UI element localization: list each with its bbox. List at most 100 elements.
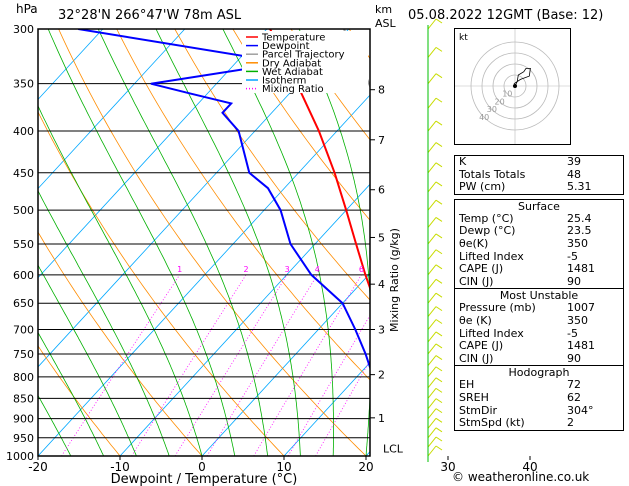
surface-index-value: -5 xyxy=(567,249,578,263)
km-tick-label: 4 xyxy=(378,278,385,291)
mixing-ratio-line xyxy=(61,274,180,456)
wind-barb-flag xyxy=(435,306,443,312)
wind-barb-flag xyxy=(435,46,443,52)
surface-index-value: 90 xyxy=(567,274,581,288)
pressure-tick-label: 950 xyxy=(13,432,34,445)
pressure-tick-label: 650 xyxy=(13,297,34,310)
mu-index-value: 350 xyxy=(567,313,588,327)
mu-index-row: Pressure (mb) 1007 xyxy=(455,302,623,315)
isotherm-line xyxy=(38,94,370,456)
wind-barb xyxy=(427,181,437,193)
wind-barbs-column xyxy=(427,18,443,462)
legend-label: Parcel Trajectory xyxy=(262,50,345,61)
legend-label: Dry Adiabat xyxy=(262,58,321,69)
pressure-tick-label: 600 xyxy=(13,269,34,282)
wind-barb xyxy=(427,377,437,389)
isotherm-line xyxy=(38,29,268,279)
pressure-tick-label: 550 xyxy=(13,238,34,251)
legend-label: Wet Adiabat xyxy=(262,67,323,78)
legend-label: Isotherm xyxy=(262,76,306,87)
mu-index-label: θe (K) xyxy=(459,313,492,327)
pressure-tick-label: 500 xyxy=(13,204,34,217)
pressure-tick-label: 700 xyxy=(13,324,34,337)
mixing-ratio-tick-label: 6 xyxy=(359,265,364,274)
surface-index-value: 23.5 xyxy=(567,224,592,238)
hodo-index-label: StmSpd (kt) xyxy=(459,416,525,430)
x-tick-label: 30 xyxy=(440,460,455,474)
wind-barb xyxy=(427,355,437,366)
wind-barb xyxy=(427,436,437,448)
index-label: Totals Totals xyxy=(459,167,526,181)
mixing-ratio-tick-label: 3 xyxy=(285,265,290,274)
dry-adiabat-line xyxy=(174,29,370,301)
wind-barb xyxy=(427,233,437,245)
mu-index-label: CIN (J) xyxy=(459,351,494,365)
legend-background xyxy=(242,31,368,93)
wind-barb-flag xyxy=(435,217,443,222)
wind-barb-flag xyxy=(435,331,443,337)
wind-barb xyxy=(427,306,437,317)
km-tick-label: 8 xyxy=(378,84,385,97)
surface-index-label: Temp (°C) xyxy=(459,211,514,225)
isotherm-line xyxy=(283,361,370,456)
km-tick-label: 7 xyxy=(378,134,385,147)
wet-adiabat-line xyxy=(298,29,370,456)
wind-barb-flag xyxy=(435,162,443,168)
hodo-index-row: EH 72 xyxy=(455,379,623,392)
mu-index-value: -5 xyxy=(567,326,578,340)
wind-barb-flag xyxy=(435,387,443,393)
wind-barb-flag xyxy=(435,142,443,147)
pressure-tick-label: 300 xyxy=(13,23,34,36)
dewpoint-line xyxy=(78,29,370,371)
surface-index-row: CIN (J) 90 xyxy=(455,274,623,289)
wind-barb-flag xyxy=(435,278,443,284)
plot-frame xyxy=(37,28,371,457)
isotherm-line xyxy=(201,272,370,456)
wind-barb xyxy=(427,366,437,378)
hodograph-ring-label: 40 xyxy=(479,113,489,122)
x-tick-label: -20 xyxy=(28,460,48,474)
wind-barb-flag xyxy=(435,398,443,404)
hodo-index-value: 72 xyxy=(567,378,581,392)
mu-index-value: 1481 xyxy=(567,339,595,353)
x-axis-title: Dewpoint / Temperature (°C) xyxy=(111,472,298,486)
hodograph-ring-label: 20 xyxy=(495,97,505,106)
wind-barb-flag xyxy=(435,18,443,24)
pressure-tick-label: 350 xyxy=(13,78,34,91)
wind-barb xyxy=(427,120,437,132)
lcl-label: LCL xyxy=(383,442,404,455)
wind-barb xyxy=(427,73,437,84)
pressure-tick-label: 900 xyxy=(13,413,34,426)
wind-barb xyxy=(427,217,437,228)
wind-barb-flag xyxy=(435,319,443,324)
wind-barb xyxy=(427,427,437,439)
surface-index-row: CAPE (J) 1481 xyxy=(455,263,623,276)
pressure-tick-label: 400 xyxy=(13,125,34,138)
hodograph-unit-label: kt xyxy=(459,33,468,43)
mu-index-row: Lifted Index -5 xyxy=(455,326,623,341)
wind-barb-flag xyxy=(435,343,443,349)
wet-adiabat-line xyxy=(38,105,203,456)
hodograph-trace xyxy=(513,68,531,87)
location-title: 32°28'N 266°47'W 78m ASL xyxy=(58,8,242,23)
km-tick-label: 6 xyxy=(378,184,385,197)
mu-index-label: Lifted Index xyxy=(459,326,524,340)
mu-index-row: CAPE (J) 1481 xyxy=(455,340,623,353)
wind-barb-flag xyxy=(435,377,443,383)
datetime-title: 05.08.2022 12GMT (Base: 12) xyxy=(408,8,604,23)
wet-adiabat-line xyxy=(38,394,72,456)
mixing-ratio-tick-label: 4 xyxy=(315,265,320,274)
x-tick-label: 10 xyxy=(276,460,291,474)
wind-barb-flag xyxy=(435,445,443,451)
x-tick-label: -10 xyxy=(110,460,130,474)
wind-barb xyxy=(427,418,437,429)
mu-index-label: CAPE (J) xyxy=(459,339,504,353)
hodograph-storm-motion xyxy=(513,84,517,88)
hodo-index-value: 2 xyxy=(567,416,574,430)
wind-barb-flag xyxy=(435,120,443,126)
hodograph-ring-label: 30 xyxy=(487,105,497,114)
wind-barb-flag xyxy=(435,199,443,205)
temperature-line xyxy=(269,29,370,291)
